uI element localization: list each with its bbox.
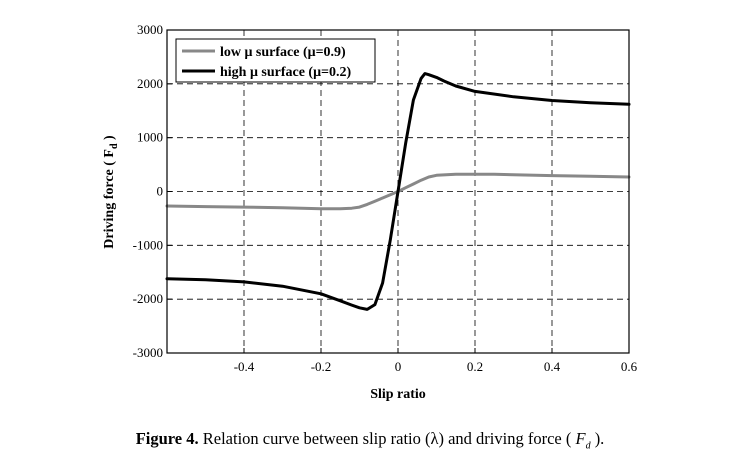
x-tick-label: 0.6 [621,359,638,374]
legend-label-low: low μ surface (μ=0.9) [220,45,346,60]
x-tick-label: -0.4 [234,359,255,374]
legend: low μ surface (μ=0.9) high μ surface (μ=… [175,38,376,83]
y-tick-label: -2000 [133,291,163,306]
y-tick-label: 2000 [137,76,163,91]
y-axis-label-main: Driving force ( F [102,149,117,249]
x-tick-label: -0.2 [311,359,332,374]
legend-label-high: high μ surface (μ=0.2) [220,65,352,80]
caption-text-end: ). [590,429,605,448]
x-tick-label: 0.2 [467,359,483,374]
x-tick-label: 0.4 [544,359,561,374]
y-tick-label: 3000 [137,22,163,37]
y-axis-label-sub: d [109,143,120,149]
y-tick-label: -3000 [133,345,163,360]
y-axis-label: Driving force ( Fd ) [102,135,120,249]
x-tick-label: 0 [395,359,402,374]
ticks: -0.4 -0.2 0 0.2 0.4 0.6 -3000 -2000 -1000 0 1000 20… [133,22,638,374]
series-line-high-mu [165,72,631,311]
series-layer [165,72,631,311]
chart: -0.4 -0.2 0 0.2 0.4 0.6 -3000 -2000 -1000 0 1000 20… [102,22,638,402]
legend-box [175,38,376,83]
y-tick-label: 0 [157,184,164,199]
y-tick-label: -1000 [133,237,163,252]
figure-caption: Figure 4. Relation curve between slip ra… [0,429,740,451]
x-axis-label: Slip ratio [370,387,426,402]
caption-text: Relation curve between slip ratio (λ) an… [198,429,572,448]
y-axis-label-close: ) [102,135,117,144]
caption-symbol: F [575,429,586,448]
caption-symbol-sub: d [585,440,591,452]
y-tick-label: 1000 [137,130,163,145]
figure-number: Figure 4. [135,429,199,448]
